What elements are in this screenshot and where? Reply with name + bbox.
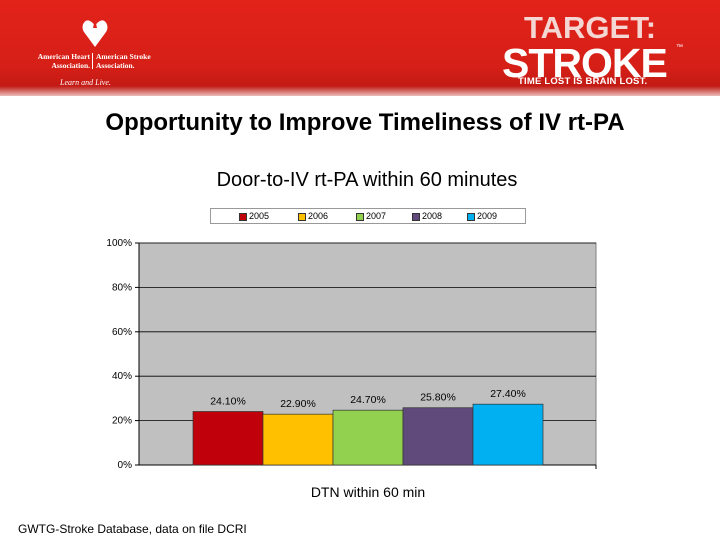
y-tick-label: 100% (106, 238, 132, 249)
brand-line-2: STROKE (502, 40, 668, 86)
legend-swatch (298, 213, 306, 221)
chart-title: Door-to-IV rt-PA within 60 minutes (216, 169, 518, 191)
legend-swatch (412, 213, 420, 221)
bar-2009 (472, 403, 544, 466)
aha-asa-logo: American Heart Association. American Str… (30, 12, 160, 87)
chart-legend: 2005 2006 2007 2008 2009 (210, 208, 526, 224)
logo-tagline: Learn and Live. (60, 78, 111, 87)
data-label: 24.10% (210, 395, 246, 407)
legend-swatch (239, 213, 247, 221)
legend-label: 2009 (477, 211, 498, 221)
y-tick-label: 80% (112, 282, 132, 293)
logo-divider (92, 53, 93, 69)
banner-fade (0, 86, 720, 96)
logo-text-line: American Heart (37, 52, 90, 61)
y-tick-label: 40% (112, 371, 132, 382)
logo-text-line: Association. (51, 61, 90, 70)
target-stroke-logo: TARGET: STROKE ™ TIME LOST IS BRAIN LOST… (502, 10, 692, 90)
legend-swatch (356, 213, 364, 221)
brand-tagline: TIME LOST IS BRAIN LOST. (518, 76, 648, 87)
data-label: 22.90% (280, 398, 316, 410)
bar-2005 (192, 411, 264, 466)
y-tick-label: 60% (112, 327, 132, 338)
legend-label: 2005 (249, 211, 270, 221)
y-tick-label: 0% (118, 460, 133, 471)
data-label: 24.70% (350, 394, 386, 406)
heart-torch-icon (82, 14, 108, 47)
legend-swatch (467, 213, 475, 221)
logo-text-line: Association. (96, 61, 135, 70)
legend-label: 2006 (308, 211, 329, 221)
header-banner: American Heart Association. American Str… (0, 0, 720, 96)
source-note: GWTG-Stroke Database, data on file DCRI (18, 522, 247, 536)
brand-line-1: TARGET: (524, 10, 657, 45)
bar-2006 (262, 413, 334, 466)
x-category-label: DTN within 60 min (311, 484, 425, 500)
legend-label: 2007 (366, 211, 387, 221)
bar-2008 (402, 407, 474, 466)
slide-title: Opportunity to Improve Timeliness of IV … (105, 109, 625, 136)
data-label: 27.40% (490, 388, 526, 400)
legend-label: 2008 (422, 211, 443, 221)
y-tick-label: 20% (112, 416, 132, 427)
bar-2007 (332, 409, 404, 466)
trademark-mark: ™ (676, 44, 683, 51)
logo-text-line: American Stroke (96, 52, 151, 61)
data-label: 25.80% (420, 392, 456, 404)
